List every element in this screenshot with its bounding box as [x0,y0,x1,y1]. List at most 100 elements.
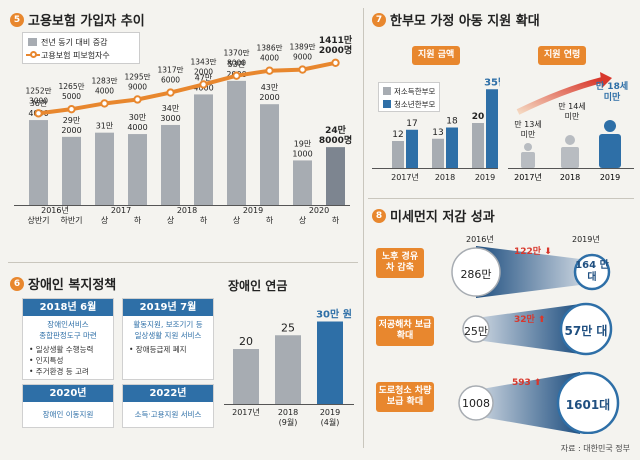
sp-value-0-2: 20 [472,112,485,122]
policy-card-2019-line3: • 장애등급제 폐지 [129,345,187,354]
policy-card-2022: 2022년 소득·고용지원 서비스 [122,384,214,428]
horizontal-divider-left [8,262,358,263]
dust-col-2016: 2016년 [466,235,494,244]
bar-change-5 [194,94,213,205]
legend-bar-label: 전년 동기 대비 증감 [41,38,108,47]
half-label-9: 하 [332,215,340,225]
pension-value-2: 30만 원 [316,308,352,321]
sp-cat-0: 2017년 [391,172,419,182]
sp-value-0-0: 12 [392,130,403,140]
pension-chart: 20 2017년 25 2018(9월) 30만 원 2019(4월) [224,308,354,427]
bar-label-9-1: 8000명 [319,134,352,146]
pension-bar-0 [233,349,259,404]
funnel-row1 [476,246,588,298]
source-note: 자료 : 대한민국 정부 [560,444,630,453]
circle-row1-from [451,247,501,297]
policy-card-2020-head: 2020년 [23,385,113,402]
year-label-2: 2018 [177,206,197,215]
line-point-7 [265,66,274,75]
bar-label-8-0: 19만 [294,139,312,148]
sp-bar-1-1 [446,127,458,168]
section6-title: 6 장애인 복지정책 [10,274,116,293]
bar-label-8-1: 1000 [292,149,312,158]
line-point-6 [232,71,241,80]
age-label-13: 만 13세 미만 [514,120,542,139]
dust-row2-from: 25만 [463,325,489,338]
employment-chart: 36만40001252만3000상반기29만20001265만5000하반기31… [14,34,353,225]
pension-cat-0-0: 2017년 [232,407,260,417]
arrow-up-icon: ⬆ [530,378,542,388]
half-label-1: 하반기 [60,215,82,225]
line-label-1-0: 1265만 [59,82,85,91]
section7-title: 7 한부모 가정 아동 지원 확대 [372,10,540,29]
policy-card-2019-line1: 활동지원, 보조기기 등 [133,320,203,329]
legend-a-swatch [383,87,391,95]
age-year-2019: 2019 [600,173,620,182]
circle-row3-from [458,385,494,421]
line-label-2-1: 4000 [95,86,114,95]
child-figure-small [521,143,535,168]
dust-row1-change: 122만 ⬇ [514,244,552,257]
section6-title-text: 장애인 복지정책 [28,278,117,293]
bar-change-0 [29,120,48,205]
pension-cat-1-1: (9월) [279,417,298,427]
section7-title-text: 한부모 가정 아동 지원 확대 [390,14,540,29]
pension-title: 장애인 연금 [228,279,288,293]
tag-support-age: 지원 연령 [538,46,587,65]
line-label-8-1: 9000 [293,53,312,62]
bar-label-5-0: 47만 [195,73,213,82]
line-point-0 [34,109,43,118]
line-label-5-0: 1343만 [191,57,217,66]
line-label-4-1: 6000 [161,76,180,85]
line-point-8 [298,65,307,74]
legend-line-marker [30,51,37,58]
line-insured [38,60,336,116]
bar-change-9 [326,147,345,205]
sp-bar-1-2 [486,89,498,168]
line-point-2 [100,99,109,108]
section5-number: 5 [10,12,24,27]
vertical-divider [363,8,364,448]
line-label-6-1: 8000 [227,59,246,68]
sp-bar-0-2 [472,123,484,168]
bar-label-4-1: 3000 [160,114,180,123]
dust-row1-change-value: 122만 [514,247,542,257]
child-figure-large [599,120,621,168]
line-point-4 [166,88,175,97]
pension-cat-1-0: 2018 [278,408,298,417]
bar-label-6-0: 53만 [228,60,246,69]
section8-title-text: 미세먼지 저감 성과 [390,210,495,225]
half-label-7: 하 [266,215,274,225]
policy-card-2018-line4: • 인지특성 [29,356,64,365]
bar-label-1-1: 2000 [61,126,81,135]
x-axis-line [14,205,350,206]
dust-row1-to: 164 만 대 [575,260,609,283]
line-point-9 [331,58,340,67]
dust-label-row1: 노후 경유차 감축 [376,248,424,278]
dust-label-row2: 저공해차 보급 확대 [376,316,434,346]
pension-axis [224,404,354,405]
policy-card-2018: 2018년 6월 장애인서비스 종합판정도구 마련 • 일상생활 수행능력 • … [22,298,114,380]
child-figure-medium [561,135,579,168]
funnel-row3 [476,372,580,434]
policy-card-2018-head: 2018년 6월 [23,299,113,316]
sp-bar-0-1 [432,138,444,168]
bar-change-1 [62,136,81,205]
year-label-1: 2017 [111,206,131,215]
bar-label-9-0: 24만 [325,124,347,136]
sp-bar-1-0 [406,129,418,168]
policy-card-2018-line5: • 주거환경 등 고려 [29,367,89,376]
dust-row2-change-value: 32만 [514,315,535,325]
dust-label-row3: 도로청소 차량 보급 확대 [376,382,434,412]
bar-change-4 [161,124,180,205]
sp-value-0-1: 13 [432,128,443,138]
tag-support-amount: 지원 금액 [412,46,461,65]
policy-card-2019-head: 2019년 7월 [123,299,213,316]
legend-bar-swatch [28,38,37,46]
line-label-4-0: 1317만 [158,66,184,75]
dust-col-2019: 2019년 [572,235,600,244]
age-year-2017: 2017년 [514,172,542,182]
age-figure: 2017년 2018 2019 [508,72,634,182]
age-label-14: 만 14세 미만 [558,102,586,121]
